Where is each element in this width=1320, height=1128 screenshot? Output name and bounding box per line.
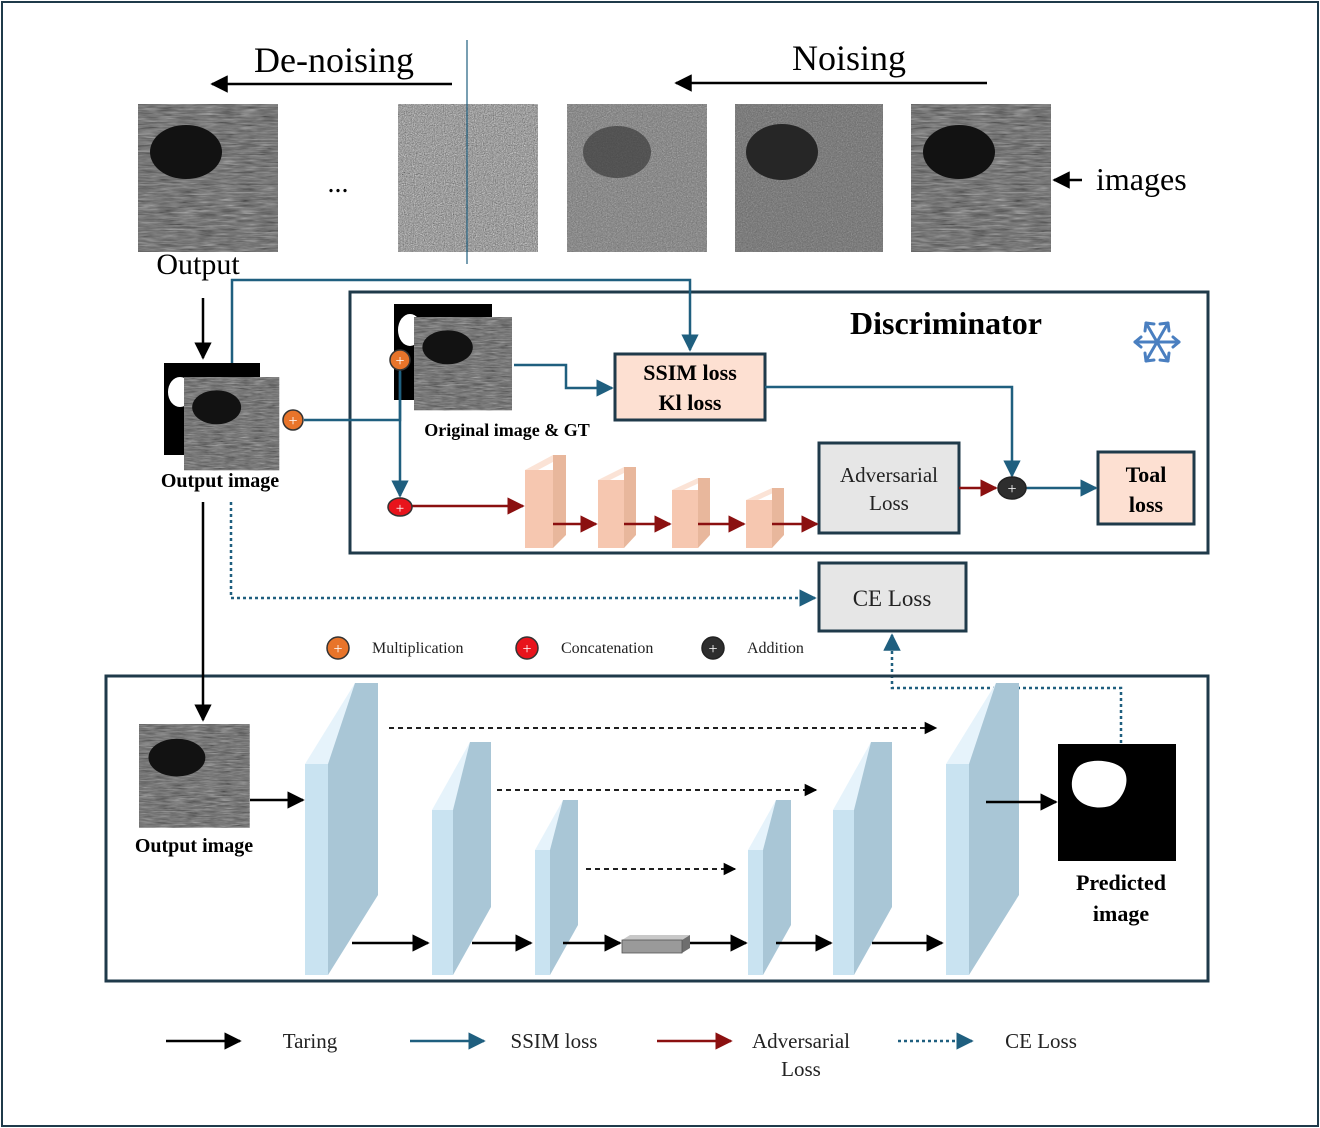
legend-ssim-label: SSIM loss [511, 1029, 598, 1053]
svg-text:+: + [708, 641, 717, 658]
legend-adversarial-label-1: Adversarial [752, 1029, 850, 1053]
ssim-kl-loss-box [613, 352, 767, 422]
denoising-title: De-noising [254, 40, 414, 80]
snowflake-icon [1133, 321, 1181, 363]
encoder-layer-3 [535, 800, 578, 975]
output-image-label: Output image [161, 470, 279, 492]
predicted-label-1: Predicted [1076, 870, 1166, 895]
encoder-layer-2 [432, 742, 491, 975]
decoder-layer-1 [748, 800, 791, 975]
unet-input-label: Output image [135, 835, 253, 857]
predicted-label-2: image [1093, 901, 1149, 926]
bottleneck-block [621, 935, 690, 954]
output-gt-stack [164, 363, 279, 470]
legend-training-label: Taring [283, 1029, 338, 1053]
kl-loss-text: Kl loss [659, 390, 722, 415]
svg-text:+: + [522, 641, 531, 658]
disc-layer-4 [746, 488, 784, 548]
output-label: Output [156, 248, 240, 281]
ce-dotted-output-to-ce [229, 502, 817, 607]
unet-box [104, 674, 1210, 983]
ellipsis: ... [328, 168, 349, 199]
legend-ce-label: CE Loss [1005, 1029, 1077, 1053]
images-label: images [1096, 161, 1187, 197]
discriminator-layers [525, 455, 784, 548]
blue-line-output-to-disc [304, 372, 402, 422]
multiplication-label: Multiplication [372, 640, 464, 657]
disc-layer-2 [598, 467, 636, 548]
ssim-loss-text: SSIM loss [643, 360, 737, 385]
multiplication-icon-disc: + [389, 349, 411, 371]
concatenation-key: + Concatenation [515, 636, 653, 660]
legend: Taring SSIM loss Adversarial Loss CE Los… [166, 1029, 1077, 1081]
multiplication-icon-output: + [282, 409, 304, 431]
blue-arrow-original-to-ssim [514, 363, 614, 397]
addition-label: Addition [747, 640, 804, 657]
svg-text:+: + [1007, 481, 1016, 498]
unet-layers [305, 683, 1019, 975]
noisy-image-high [567, 104, 707, 252]
multiplication-key: + Multiplication [326, 636, 464, 660]
disc-layer-3 [672, 478, 710, 548]
legend-ssim: SSIM loss [410, 1029, 597, 1053]
noising-header: Noising [674, 38, 987, 92]
svg-text:+: + [395, 353, 404, 370]
original-image-label: Original image & GT [424, 420, 590, 440]
unet-input-image [139, 724, 250, 828]
concatenation-label: Concatenation [561, 640, 653, 657]
legend-adversarial: Adversarial Loss [657, 1029, 850, 1081]
decoder-layer-2 [833, 742, 892, 975]
addition-key: + Addition [701, 636, 804, 660]
legend-training: Taring [166, 1029, 338, 1053]
total-loss-text-1: Toal [1126, 462, 1167, 487]
disc-layer-1 [525, 455, 566, 548]
svg-text:+: + [333, 641, 342, 658]
discriminator-box [348, 290, 1210, 555]
ce-loss-text: CE Loss [853, 586, 932, 611]
clean-input-image [911, 104, 1051, 252]
ce-loss-box [817, 561, 968, 633]
blue-arrow-ssim-to-add [765, 385, 1021, 478]
total-loss-text-2: loss [1129, 492, 1164, 517]
pure-noise-image [398, 104, 538, 252]
operator-key: + Multiplication + Concatenation + Addit… [326, 636, 804, 660]
predicted-mask-image [1058, 744, 1176, 861]
addition-icon-disc: + [997, 476, 1027, 500]
legend-adversarial-label-2: Loss [781, 1057, 821, 1081]
total-loss-box [1096, 450, 1196, 526]
svg-text:+: + [288, 413, 297, 430]
adversarial-text-2: Loss [869, 491, 909, 515]
discriminator-title: Discriminator [850, 305, 1042, 341]
adversarial-text-1: Adversarial [840, 463, 938, 487]
denoised-output-image [138, 104, 278, 252]
noising-title: Noising [792, 38, 906, 78]
encoder-layer-1 [305, 683, 378, 975]
original-gt-stack [394, 304, 512, 410]
concatenation-icon-disc: + [387, 497, 413, 517]
adversarial-loss-box [817, 441, 961, 535]
noisy-image-low [735, 104, 883, 252]
decoder-layer-3 [946, 683, 1019, 975]
blue-arrow-output-to-ssim [230, 278, 699, 380]
svg-text:+: + [396, 501, 404, 517]
legend-ce: CE Loss [898, 1029, 1077, 1053]
denoising-header: De-noising [210, 40, 452, 93]
